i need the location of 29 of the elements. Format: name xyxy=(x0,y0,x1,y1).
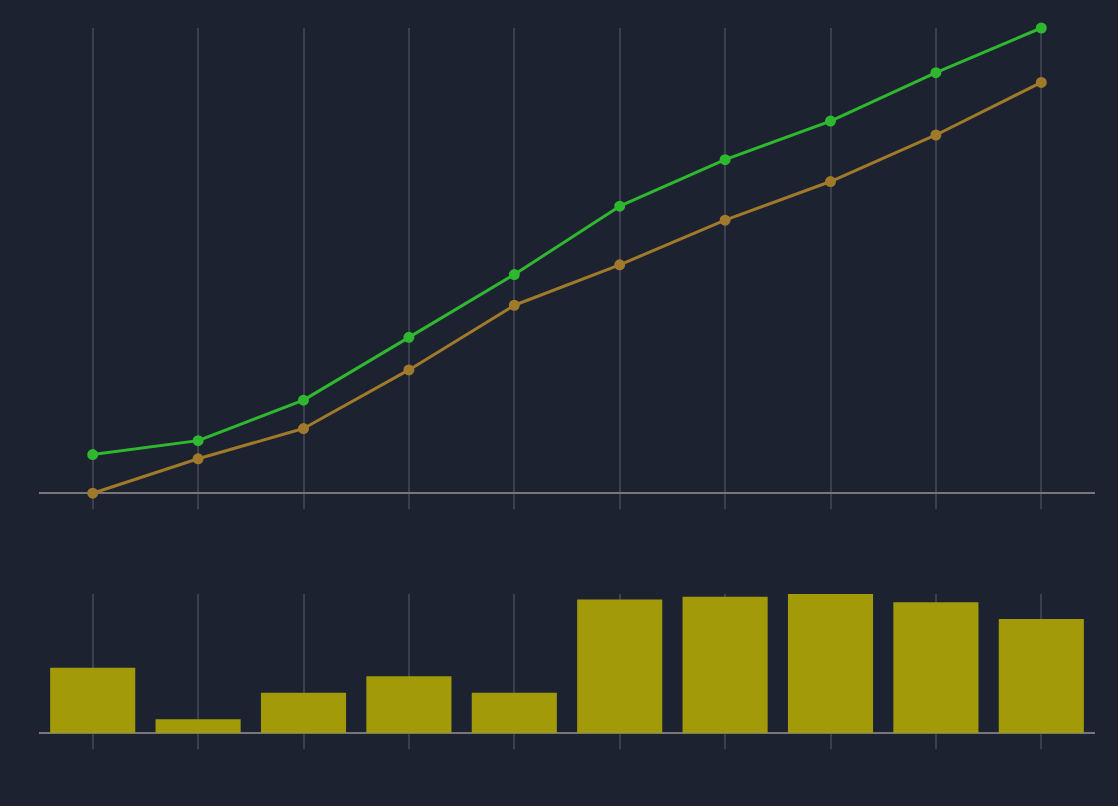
point xyxy=(403,331,415,343)
point xyxy=(825,176,836,188)
point xyxy=(403,364,415,376)
point xyxy=(1035,22,1047,34)
point xyxy=(87,487,99,499)
point xyxy=(719,154,731,166)
point xyxy=(719,214,731,226)
point xyxy=(508,269,520,281)
point xyxy=(930,129,942,141)
bar xyxy=(50,667,136,734)
bar xyxy=(787,594,874,734)
bar xyxy=(998,619,1084,734)
point xyxy=(825,115,836,127)
point xyxy=(1035,76,1047,88)
bar xyxy=(155,719,241,734)
bar xyxy=(260,692,347,734)
point xyxy=(930,67,942,79)
bar xyxy=(471,692,557,734)
point xyxy=(614,259,626,271)
point xyxy=(508,299,520,311)
point xyxy=(298,394,309,406)
point xyxy=(614,200,626,212)
point xyxy=(192,453,204,465)
point xyxy=(192,435,204,447)
bar xyxy=(893,602,979,734)
bar xyxy=(577,599,663,734)
bar xyxy=(366,676,452,734)
point xyxy=(298,423,309,435)
point xyxy=(87,449,99,461)
